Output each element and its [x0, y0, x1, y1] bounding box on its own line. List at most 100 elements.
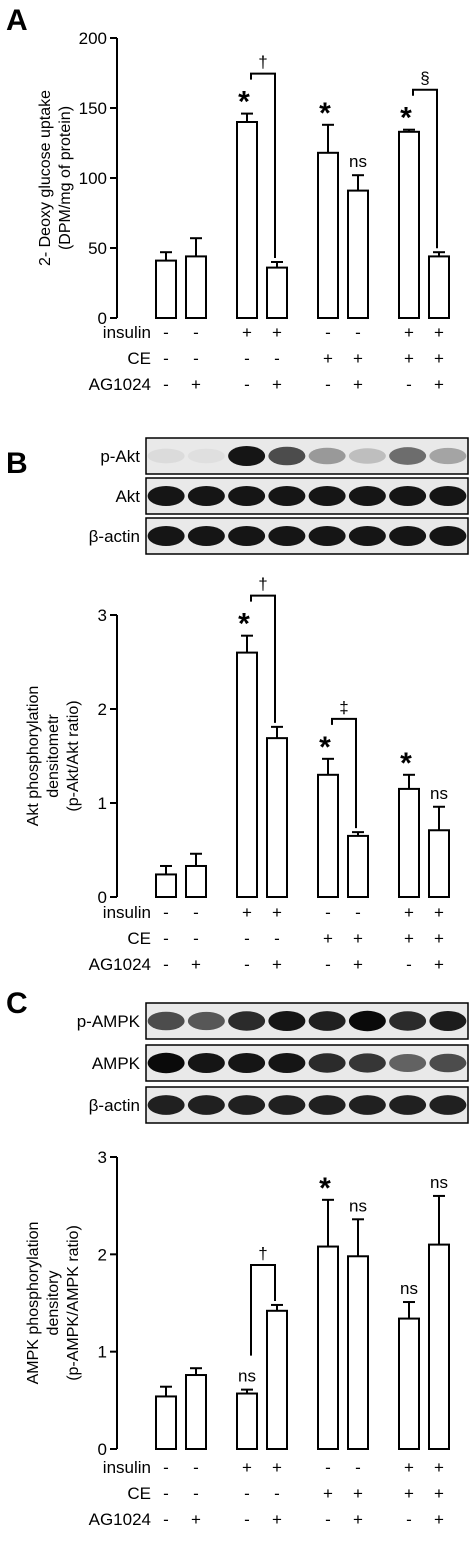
condition-sign: - [355, 1458, 361, 1477]
bar [428, 1243, 450, 1450]
blot-band [228, 1095, 266, 1115]
y-tick-label: 100 [79, 169, 107, 188]
blot-band [308, 525, 346, 547]
condition-sign: - [163, 323, 169, 342]
y-tick-label: 3 [98, 606, 107, 625]
blot-band [268, 1095, 306, 1115]
condition-sign: - [163, 903, 169, 922]
y-axis-label: Akt phosphorylation [25, 686, 42, 827]
bar [155, 259, 177, 320]
blot-band [187, 1011, 225, 1031]
condition-sign: - [244, 1510, 250, 1529]
condition-label: AG1024 [89, 955, 151, 974]
comparison-bracket [412, 88, 438, 249]
bar [398, 1317, 420, 1451]
comparison-symbol: † [258, 575, 267, 594]
y-axis-label: (p-AMPK/AMPK ratio) [65, 1225, 82, 1381]
condition-sign: + [242, 903, 252, 922]
y-tick-label: 2 [98, 700, 107, 719]
blot-label: β-actin [89, 527, 140, 546]
bar [155, 873, 177, 899]
comparison-symbol: ‡ [339, 698, 348, 717]
blot-band [389, 1011, 427, 1031]
condition-sign: - [163, 1458, 169, 1477]
condition-sign: - [163, 1510, 169, 1529]
condition-label: CE [127, 929, 151, 948]
bar [236, 121, 258, 319]
comparison-bracket [250, 1263, 276, 1356]
significance-label: ns [349, 1196, 367, 1215]
condition-sign: - [163, 955, 169, 974]
blot-band [147, 1095, 185, 1115]
blot-band [187, 485, 225, 507]
blot-label: AMPK [92, 1054, 141, 1073]
condition-sign: + [434, 929, 444, 948]
condition-sign: + [434, 903, 444, 922]
significance-label: ns [400, 1279, 418, 1298]
blot-band [389, 1095, 427, 1115]
condition-sign: + [353, 929, 363, 948]
condition-sign: + [191, 1510, 201, 1529]
condition-label: AG1024 [89, 1510, 151, 1529]
significance-star: * [400, 747, 412, 780]
y-axis-label: (DPM/mg of protein) [57, 106, 74, 250]
comparison-bracket [250, 72, 276, 258]
blot-label: p-AMPK [77, 1012, 141, 1031]
condition-sign: - [325, 903, 331, 922]
blot-band [268, 525, 306, 547]
condition-label: insulin [103, 903, 151, 922]
bar [236, 651, 258, 898]
condition-sign: - [325, 323, 331, 342]
bar [155, 1395, 177, 1450]
y-axis-label: densitometr [45, 714, 62, 798]
condition-sign: - [406, 375, 412, 394]
condition-sign: + [434, 323, 444, 342]
panel-letter-C: C [6, 987, 28, 1020]
condition-sign: + [323, 1484, 333, 1503]
condition-sign: + [404, 1458, 414, 1477]
blot-band [147, 485, 185, 507]
condition-sign: + [434, 375, 444, 394]
blot-band [308, 1053, 346, 1073]
significance-star: * [400, 102, 412, 135]
bar [266, 737, 288, 899]
y-tick-label: 0 [98, 888, 107, 907]
panel-letter-B: B [6, 447, 28, 480]
bar [428, 255, 450, 319]
blot-band [147, 448, 185, 464]
condition-sign: + [404, 929, 414, 948]
y-axis-label: AMPK phosphorylation [25, 1222, 42, 1385]
blot-band [268, 1010, 306, 1032]
condition-sign: + [191, 955, 201, 974]
bar [347, 1255, 369, 1451]
y-tick-label: 200 [79, 29, 107, 48]
blot-band [268, 446, 306, 466]
condition-sign: - [325, 375, 331, 394]
blot-band [429, 1011, 467, 1031]
condition-sign: - [244, 349, 250, 368]
condition-sign: + [353, 349, 363, 368]
bar [428, 829, 450, 899]
condition-sign: + [272, 955, 282, 974]
condition-sign: - [193, 1458, 199, 1477]
bar [185, 864, 207, 898]
condition-sign: + [323, 349, 333, 368]
blot-label: p-Akt [100, 447, 140, 466]
condition-sign: - [193, 1484, 199, 1503]
comparison-bracket [250, 594, 276, 723]
condition-sign: + [434, 1484, 444, 1503]
condition-sign: - [274, 1484, 280, 1503]
y-tick-label: 50 [88, 239, 107, 258]
blot-band [228, 1011, 266, 1031]
blot-label: Akt [115, 487, 140, 506]
condition-sign: - [274, 929, 280, 948]
blot-band [348, 1010, 386, 1032]
y-axis-label: densitory [45, 1271, 62, 1336]
comparison-symbol: † [258, 53, 267, 72]
significance-star: * [238, 608, 250, 641]
blot-band [429, 1095, 467, 1115]
blot-band [147, 525, 185, 547]
blot-band [429, 525, 467, 547]
y-tick-label: 1 [98, 794, 107, 813]
blot-band [187, 448, 225, 464]
